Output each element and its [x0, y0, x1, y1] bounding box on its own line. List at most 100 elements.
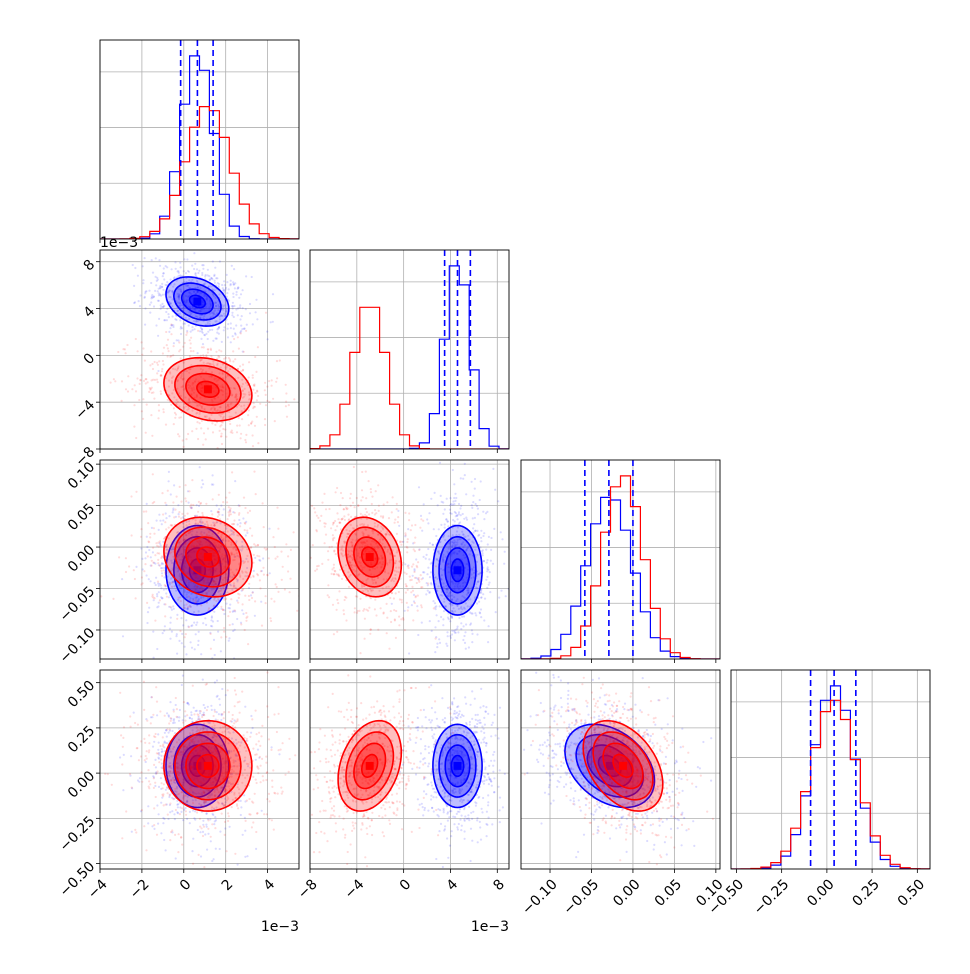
scatter-point — [370, 629, 372, 631]
scatter-point — [184, 342, 186, 344]
scatter-point — [202, 343, 204, 345]
scatter-point — [483, 560, 485, 562]
scatter-point — [158, 318, 160, 320]
scatter-point — [138, 399, 140, 401]
scatter-point — [451, 513, 453, 515]
scatter-point — [488, 536, 490, 538]
scatter-point — [147, 522, 149, 524]
scatter-point — [479, 499, 481, 501]
scatter-point — [450, 637, 452, 639]
scatter-point — [161, 763, 163, 765]
scatter-point — [266, 772, 268, 774]
scatter-point — [364, 514, 366, 516]
scatter-point — [236, 291, 238, 293]
scatter-point — [252, 374, 254, 376]
scatter-point — [232, 305, 234, 307]
scatter-point — [168, 316, 170, 318]
scatter-point — [323, 493, 325, 495]
scatter-point — [409, 579, 411, 581]
scatter-point — [490, 560, 492, 562]
scatter-point — [185, 619, 187, 621]
scatter-point — [202, 444, 204, 446]
scatter-point — [233, 283, 235, 285]
scatter-point — [201, 420, 203, 422]
scatter-point — [158, 529, 160, 531]
scatter-point — [233, 519, 235, 521]
scatter-point — [474, 612, 476, 614]
scatter-point — [173, 516, 175, 518]
scatter-point — [201, 486, 203, 488]
scatter-point — [446, 498, 448, 500]
scatter-point — [218, 356, 220, 358]
scatter-point — [215, 848, 217, 850]
scatter-point — [170, 323, 172, 325]
scatter-point — [249, 312, 251, 314]
scatter-point — [153, 787, 155, 789]
scatter-point — [158, 514, 160, 516]
scatter-point — [428, 512, 430, 514]
scatter-point — [172, 605, 174, 607]
scatter-point — [362, 496, 364, 498]
scatter-point — [463, 615, 465, 617]
scatter-point — [365, 497, 367, 499]
scatter-point — [180, 327, 182, 329]
scatter-point — [248, 583, 250, 585]
scatter-point — [153, 599, 155, 601]
scatter-point — [240, 800, 242, 802]
scatter-point — [184, 646, 186, 648]
scatter-point — [427, 583, 429, 585]
scatter-point — [210, 840, 212, 842]
scatter-point — [452, 469, 454, 471]
scatter-point — [464, 662, 466, 664]
scatter-point — [164, 502, 166, 504]
scatter-point — [240, 814, 242, 816]
scatter-point — [472, 495, 474, 497]
scatter-point — [220, 505, 222, 507]
scatter-point — [265, 602, 267, 604]
scatter-point — [240, 623, 242, 625]
scatter-point — [332, 523, 334, 525]
scatter-point — [438, 528, 440, 530]
scatter-point — [157, 562, 159, 564]
scatter-point — [156, 714, 158, 716]
scatter-point — [260, 570, 262, 572]
scatter-point — [230, 327, 232, 329]
scatter-point — [158, 585, 160, 587]
scatter-point — [330, 527, 332, 529]
scatter-point — [314, 570, 316, 572]
scatter-point — [189, 506, 191, 508]
scatter-point — [428, 558, 430, 560]
scatter-point — [213, 639, 215, 641]
scatter-point — [177, 812, 179, 814]
scatter-point — [374, 509, 376, 511]
scatter-point — [255, 779, 257, 781]
scatter-point — [471, 629, 473, 631]
scatter-point — [146, 750, 148, 752]
scatter-point — [140, 374, 142, 376]
scatter-point — [211, 422, 213, 424]
scatter-point — [170, 617, 172, 619]
scatter-point — [475, 614, 477, 616]
scatter-point — [226, 292, 228, 294]
scatter-point — [244, 706, 246, 708]
scatter-point — [325, 523, 327, 525]
scatter-point — [264, 382, 266, 384]
scatter-point — [423, 556, 425, 558]
scatter-point — [221, 433, 223, 435]
scatter-point — [447, 635, 449, 637]
scatter-point — [194, 515, 196, 517]
scatter-point — [178, 513, 180, 515]
scatter-point — [223, 508, 225, 510]
scatter-point — [181, 844, 183, 846]
scatter-point — [159, 540, 161, 542]
scatter-point — [137, 350, 139, 352]
scatter-point — [223, 326, 225, 328]
scatter-point — [155, 686, 157, 688]
scatter-point — [157, 335, 159, 337]
scatter-point — [395, 610, 397, 612]
scatter-point — [202, 268, 204, 270]
scatter-point — [170, 525, 172, 527]
scatter-point — [160, 587, 162, 589]
scatter-point — [278, 713, 280, 715]
scatter-point — [194, 263, 196, 265]
